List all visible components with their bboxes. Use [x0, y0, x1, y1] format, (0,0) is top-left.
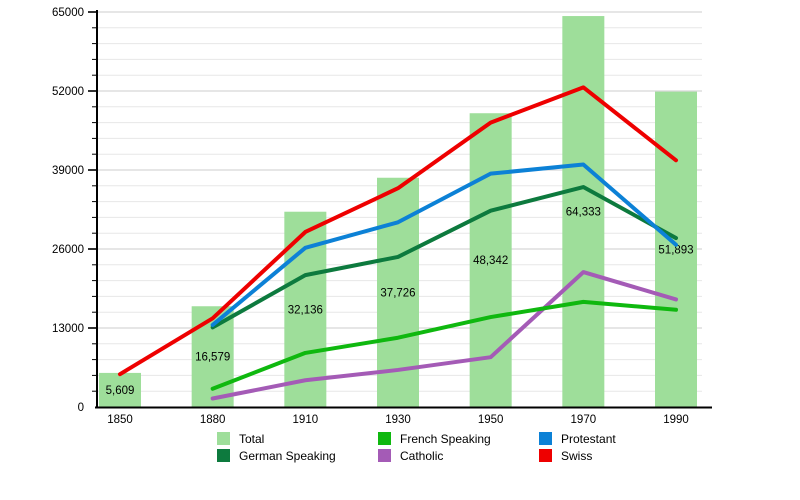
x-axis-tick-label: 1910 [293, 414, 319, 426]
legend-label: Swiss [561, 448, 593, 463]
legend-item-german-speaking: German Speaking [217, 448, 378, 463]
line-swiss [118, 85, 678, 377]
total-bar-1970 [562, 16, 605, 407]
y-axis-tick-label: 0 [78, 402, 84, 414]
line-protestant [210, 162, 678, 327]
x-axis-tick-label: 1950 [478, 414, 504, 426]
legend-label: Catholic [400, 448, 444, 463]
legend-item-protestant: Protestant [539, 431, 700, 446]
bar-value-label: 16,579 [195, 352, 230, 364]
legend-swatch [217, 449, 230, 462]
x-axis-tick-label: 1970 [571, 414, 597, 426]
axes [95, 10, 712, 409]
line-german-speaking [210, 185, 678, 330]
axis-labels: 0 13000 26000 39000 52000 65000 1850 1880 1910 19… [52, 7, 689, 426]
bar-value-label: 32,136 [288, 304, 323, 316]
bar-value-label: 51,893 [658, 244, 693, 256]
legend-item-catholic: Catholic [378, 448, 539, 463]
y-axis-tick-label: 52000 [52, 86, 84, 98]
legend-label: German Speaking [239, 448, 336, 463]
y-axis-tick-label: 65000 [52, 7, 84, 19]
legend-label: Total [239, 431, 265, 446]
legend-swatch [539, 432, 552, 445]
legend-swatch [378, 449, 391, 462]
total-bar-1990 [655, 91, 697, 407]
total-bar-1850 [99, 372, 141, 407]
line-french-speaking [210, 299, 678, 391]
x-axis-tick-label: 1850 [107, 414, 133, 426]
legend-swatch [539, 449, 552, 462]
bar-value-label: 37,726 [380, 287, 415, 299]
bar-value-label: 48,342 [473, 255, 508, 267]
y-axis-tick-label: 39000 [52, 165, 84, 177]
x-axis-tick-label: 1930 [385, 414, 411, 426]
axis-ticks [88, 11, 97, 392]
y-axis-tick-label: 13000 [52, 323, 84, 335]
legend-item-french-speaking: French Speaking [378, 431, 539, 446]
legend-label: French Speaking [400, 431, 491, 446]
legend-swatch [217, 432, 230, 445]
x-axis-tick-label: 1990 [663, 414, 689, 426]
y-axis-tick-label: 26000 [52, 244, 84, 256]
legend-item-total: Total [217, 431, 378, 446]
x-axis-tick-label: 1880 [200, 414, 226, 426]
line-catholic [210, 270, 678, 401]
bar-value-label: 64,333 [566, 207, 601, 219]
total-bars [99, 16, 697, 408]
bar-value-label: 5,609 [106, 385, 135, 397]
legend-swatch [378, 432, 391, 445]
legend-item-swiss: Swiss [539, 448, 700, 463]
data-lines [118, 85, 678, 401]
legend: Total French Speaking Protestant German Spe… [217, 431, 700, 463]
legend-label: Protestant [561, 431, 616, 446]
bar-value-labels: 5,609 16,579 32,136 37,726 48,342 64,333 51,89… [106, 207, 694, 397]
